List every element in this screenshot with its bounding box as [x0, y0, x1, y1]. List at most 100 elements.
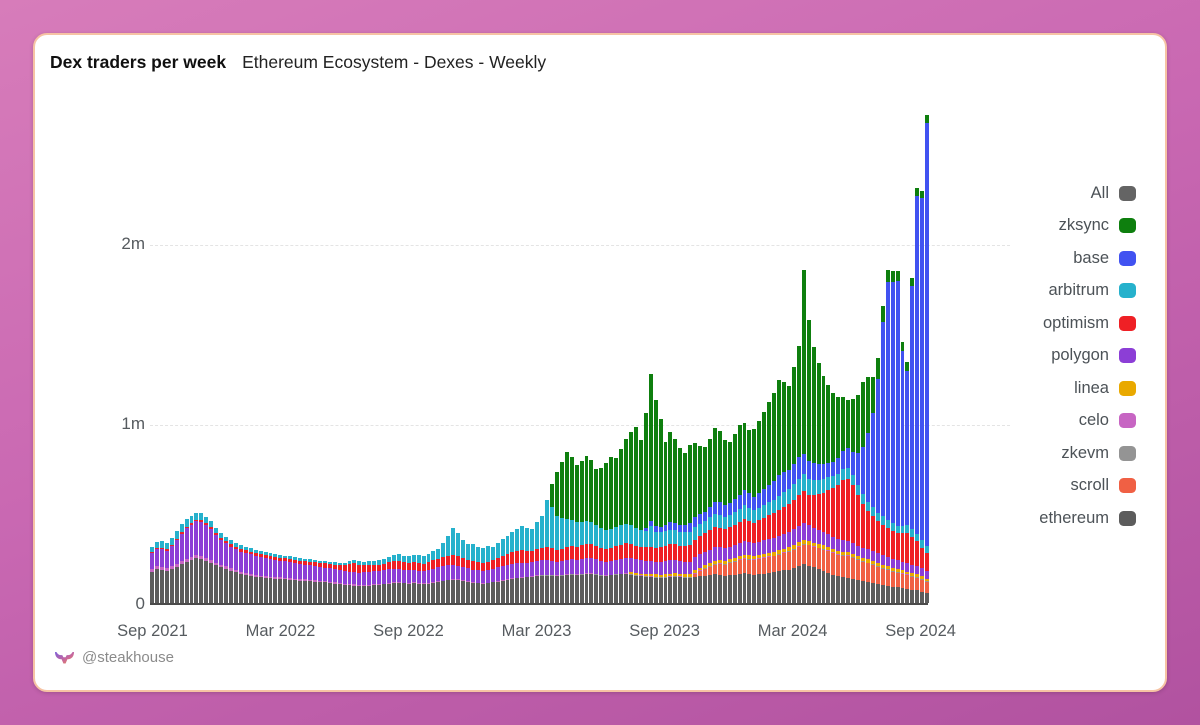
stacked-bar-week-141[interactable]	[846, 399, 851, 603]
stacked-bar-week-157[interactable]	[925, 114, 930, 603]
stacked-bar-week-56[interactable]	[426, 554, 431, 603]
stacked-bar-week-123[interactable]	[757, 421, 762, 603]
stacked-bar-week-85[interactable]	[569, 456, 574, 603]
stacked-bar-week-97[interactable]	[628, 431, 633, 603]
stacked-bar-week-28[interactable]	[288, 556, 293, 603]
legend-item-linea[interactable]: linea	[1074, 377, 1136, 399]
stacked-bar-week-126[interactable]	[772, 392, 777, 603]
stacked-bar-week-12[interactable]	[209, 521, 214, 603]
stacked-bar-week-4[interactable]	[169, 537, 174, 603]
stacked-bar-week-127[interactable]	[777, 379, 781, 603]
stacked-bar-week-114[interactable]	[712, 428, 717, 603]
stacked-bar-week-32[interactable]	[308, 559, 312, 603]
stacked-bar-week-25[interactable]	[273, 553, 278, 603]
stacked-bar-week-69[interactable]	[490, 547, 495, 603]
stacked-bar-week-23[interactable]	[263, 552, 268, 603]
stacked-bar-week-122[interactable]	[752, 429, 757, 603]
stacked-bar-week-16[interactable]	[229, 539, 233, 603]
stacked-bar-week-77[interactable]	[530, 529, 535, 603]
stacked-bar-week-63[interactable]	[461, 540, 465, 603]
stacked-bar-week-108[interactable]	[683, 452, 688, 603]
stacked-bar-week-78[interactable]	[535, 522, 540, 603]
legend-item-All[interactable]: All	[1091, 182, 1136, 204]
stacked-bar-week-101[interactable]	[648, 373, 653, 603]
stacked-bar-week-0[interactable]	[150, 547, 154, 603]
stacked-bar-week-44[interactable]	[367, 561, 372, 603]
stacked-bar-week-135[interactable]	[816, 362, 821, 603]
stacked-bar-week-26[interactable]	[278, 554, 283, 603]
stacked-bar-week-92[interactable]	[604, 463, 609, 603]
stacked-bar-week-80[interactable]	[545, 500, 549, 603]
stacked-bar-week-5[interactable]	[174, 531, 179, 603]
stacked-bar-week-55[interactable]	[421, 556, 426, 603]
stacked-bar-week-130[interactable]	[791, 367, 796, 603]
stacked-bar-week-142[interactable]	[851, 399, 856, 603]
stacked-bar-week-104[interactable]	[663, 441, 668, 603]
stacked-bar-week-46[interactable]	[377, 560, 382, 603]
stacked-bar-week-59[interactable]	[441, 542, 446, 603]
stacked-bar-week-95[interactable]	[619, 448, 623, 603]
stacked-bar-week-35[interactable]	[322, 561, 327, 603]
stacked-bar-week-10[interactable]	[199, 513, 204, 603]
stacked-bar-week-67[interactable]	[480, 547, 485, 603]
stacked-bar-week-42[interactable]	[357, 561, 362, 603]
stacked-bar-week-112[interactable]	[703, 447, 707, 603]
stacked-bar-week-72[interactable]	[505, 535, 510, 603]
stacked-bar-week-34[interactable]	[317, 560, 322, 603]
stacked-bar-week-155[interactable]	[915, 188, 920, 603]
legend-item-zksync[interactable]: zksync	[1059, 215, 1136, 237]
stacked-bar-week-145[interactable]	[865, 377, 870, 603]
stacked-bar-week-22[interactable]	[258, 551, 263, 603]
stacked-bar-week-151[interactable]	[895, 270, 900, 603]
stacked-bar-week-71[interactable]	[500, 539, 505, 603]
stacked-bar-week-148[interactable]	[880, 305, 885, 603]
stacked-bar-week-83[interactable]	[559, 462, 564, 603]
stacked-bar-week-109[interactable]	[688, 445, 693, 603]
stacked-bar-week-18[interactable]	[238, 545, 243, 603]
stacked-bar-week-138[interactable]	[831, 393, 836, 603]
stacked-bar-week-117[interactable]	[727, 442, 732, 603]
stacked-bar-week-146[interactable]	[870, 377, 875, 603]
stacked-bar-week-125[interactable]	[767, 401, 772, 603]
stacked-bar-week-82[interactable]	[554, 472, 559, 603]
stacked-bar-week-147[interactable]	[875, 357, 880, 603]
stacked-bar-week-132[interactable]	[801, 270, 806, 603]
stacked-bar-week-103[interactable]	[658, 418, 663, 603]
stacked-bar-week-144[interactable]	[861, 382, 865, 603]
stacked-bar-week-105[interactable]	[668, 431, 673, 603]
stacked-bar-week-137[interactable]	[826, 385, 831, 603]
stacked-bar-week-91[interactable]	[599, 467, 604, 603]
stacked-bar-week-6[interactable]	[179, 524, 184, 603]
stacked-bar-week-21[interactable]	[253, 549, 258, 603]
stacked-bar-week-62[interactable]	[456, 532, 461, 603]
stacked-bar-week-2[interactable]	[159, 540, 164, 603]
legend-item-zkevm[interactable]: zkevm	[1061, 442, 1136, 464]
stacked-bar-week-107[interactable]	[678, 447, 683, 603]
stacked-bar-week-115[interactable]	[717, 431, 722, 603]
stacked-bar-week-110[interactable]	[693, 443, 698, 603]
stacked-bar-week-20[interactable]	[248, 548, 253, 603]
stacked-bar-week-45[interactable]	[372, 560, 377, 603]
stacked-bar-week-124[interactable]	[762, 411, 767, 603]
stacked-bar-week-133[interactable]	[806, 320, 811, 603]
legend-item-celo[interactable]: celo	[1079, 410, 1136, 432]
stacked-bar-week-61[interactable]	[451, 527, 456, 603]
stacked-bar-week-120[interactable]	[742, 423, 747, 603]
stacked-bar-week-143[interactable]	[856, 395, 860, 603]
stacked-bar-week-48[interactable]	[387, 556, 391, 603]
legend-item-optimism[interactable]: optimism	[1043, 312, 1136, 334]
stacked-bar-week-68[interactable]	[485, 545, 490, 603]
stacked-bar-week-27[interactable]	[283, 555, 288, 603]
stacked-bar-week-11[interactable]	[204, 516, 209, 603]
stacked-bar-week-88[interactable]	[584, 455, 589, 603]
stacked-bar-week-43[interactable]	[362, 562, 367, 603]
stacked-bar-week-150[interactable]	[890, 270, 895, 603]
stacked-bar-week-74[interactable]	[515, 529, 520, 603]
stacked-bar-week-8[interactable]	[189, 516, 194, 603]
stacked-bar-week-70[interactable]	[495, 543, 500, 603]
stacked-bar-week-52[interactable]	[406, 556, 411, 603]
stacked-bar-week-118[interactable]	[732, 433, 737, 603]
stacked-bar-week-15[interactable]	[224, 536, 228, 603]
stacked-bar-week-57[interactable]	[431, 551, 436, 603]
stacked-bar-week-65[interactable]	[470, 544, 475, 603]
